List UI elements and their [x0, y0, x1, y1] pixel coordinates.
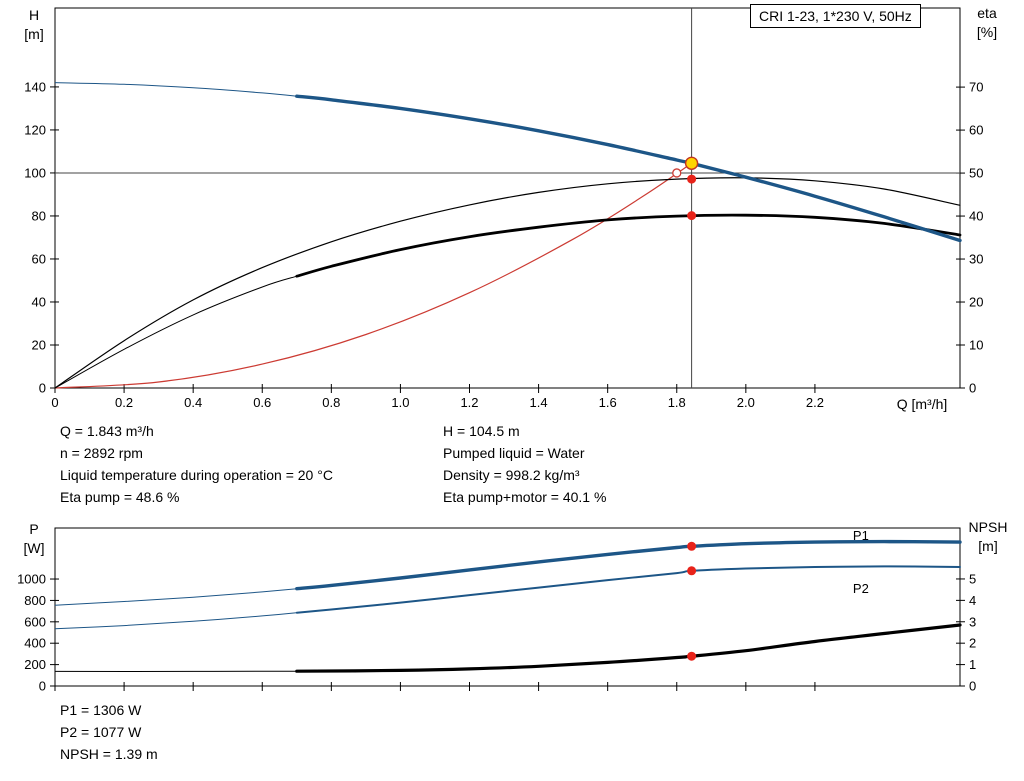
x-tick-label: 0.6 [253, 395, 271, 410]
y-left-tick-label: 0 [39, 679, 46, 694]
y-right-tick-label: 1 [969, 657, 976, 672]
y-left-tick-label: 0 [39, 381, 46, 396]
y-right-tick-label: 0 [969, 381, 976, 396]
y-left-tick-label: 20 [32, 337, 46, 352]
axis-label-line: H [28, 7, 40, 23]
x-tick-label: 1.8 [668, 395, 686, 410]
y-right-tick-label: 4 [969, 593, 976, 608]
axis-label-line: P [29, 521, 39, 537]
y-left-tick-label: 200 [24, 657, 46, 672]
y-left-tick-label: 600 [24, 614, 46, 629]
pump-title-box: CRI 1-23, 1*230 V, 50Hz [750, 4, 921, 28]
y-right-tick-label: 40 [969, 209, 983, 224]
axis-label-line: eta [977, 5, 997, 21]
y-left-tick-label: 100 [24, 165, 46, 180]
y-left-tick-label: 140 [24, 79, 46, 94]
info-line-eta-pump-motor: Eta pump+motor = 40.1 % [443, 489, 607, 505]
y-left-tick-label: 800 [24, 593, 46, 608]
info-line-liquid-temperature: Liquid temperature during operation = 20… [60, 467, 333, 483]
eta-pump-point [687, 174, 697, 184]
p1-curve-thin [54, 588, 297, 606]
info-line-q: Q = 1.843 m³/h [60, 423, 154, 439]
y-right-tick-label: 10 [969, 338, 983, 353]
y-right-tick-label: 0 [969, 679, 976, 694]
npsh-axis-label: NPSH [m] [960, 518, 1016, 556]
p1-curve [295, 539, 962, 591]
eta-pump-motor-curve [295, 213, 962, 278]
x-tick-label: 0.2 [115, 395, 133, 410]
q-axis-label: Q [m³/h] [896, 396, 948, 412]
y-left-tick-label: 80 [32, 208, 46, 223]
p2-curve [295, 565, 961, 614]
y-left-tick-label: 60 [32, 251, 46, 266]
h-axis-label: H [m] [14, 6, 54, 44]
system-intersection-marker [672, 168, 682, 178]
x-tick-label: 1.6 [599, 395, 617, 410]
p2-curve-thin [54, 612, 297, 630]
eta-pump-motor-curve-thin [54, 275, 297, 389]
y-right-tick-label: 70 [969, 80, 983, 95]
x-tick-label: 0 [51, 395, 58, 410]
axis-label-line: [%] [976, 24, 998, 40]
y-right-tick-label: 5 [969, 571, 976, 586]
x-tick-label: 2.2 [806, 395, 824, 410]
chart-border [54, 527, 961, 687]
power-info-column: P1 = 1306 W P2 = 1077 W NPSH = 1.39 m [60, 699, 158, 765]
eta-pump-motor-point [687, 211, 697, 221]
info-line-p2: P2 = 1077 W [60, 724, 142, 740]
x-tick-label: 1.2 [460, 395, 478, 410]
x-tick-label: 2.0 [737, 395, 755, 410]
duty-point-marker [684, 156, 699, 170]
y-left-tick-label: 40 [32, 294, 46, 309]
p2-series-label: P2 [853, 581, 869, 596]
y-right-tick-label: 60 [969, 123, 983, 138]
axis-label-line: [m] [978, 538, 998, 554]
p1-point [687, 541, 697, 551]
y-left-tick-label: 120 [24, 122, 46, 137]
p2-point [687, 566, 697, 576]
duty-info-right-column: H = 104.5 m Pumped liquid = Water Densit… [443, 420, 606, 508]
system-curve [54, 162, 693, 389]
eta-pump-curve [54, 177, 961, 389]
x-tick-label: 0.4 [184, 395, 202, 410]
npsh-point [687, 651, 697, 661]
y-right-tick-label: 3 [969, 614, 976, 629]
npsh-curve [295, 623, 962, 673]
y-right-tick-label: 20 [969, 295, 983, 310]
info-line-eta-pump: Eta pump = 48.6 % [60, 489, 180, 505]
p1-series-label: P1 [853, 528, 869, 543]
y-right-tick-label: 2 [969, 636, 976, 651]
chart-border [54, 7, 961, 389]
axis-label-line: NPSH [968, 519, 1008, 535]
y-left-tick-label: 400 [24, 636, 46, 651]
axis-label-line: [W] [23, 540, 45, 556]
pump-head-curve [295, 94, 962, 243]
info-line-npsh: NPSH = 1.39 m [60, 746, 158, 762]
y-right-tick-label: 50 [969, 166, 983, 181]
y-right-tick-label: 30 [969, 252, 983, 267]
axis-label-line: [m] [24, 26, 44, 42]
duty-info-left-column: Q = 1.843 m³/h n = 2892 rpm Liquid tempe… [60, 420, 333, 508]
info-line-speed: n = 2892 rpm [60, 445, 143, 461]
x-tick-label: 1.4 [530, 395, 548, 410]
info-line-p1: P1 = 1306 W [60, 702, 142, 718]
y-left-tick-label: 1000 [17, 572, 46, 587]
info-line-pumped-liquid: Pumped liquid = Water [443, 445, 585, 461]
pump-head-curve-thin [54, 82, 297, 97]
x-tick-label: 0.8 [322, 395, 340, 410]
eta-axis-label: eta [%] [964, 4, 1010, 42]
x-tick-label: 1.0 [391, 395, 409, 410]
p-axis-label: P [W] [14, 520, 54, 558]
info-line-density: Density = 998.2 kg/m³ [443, 467, 580, 483]
info-line-head: H = 104.5 m [443, 423, 520, 439]
